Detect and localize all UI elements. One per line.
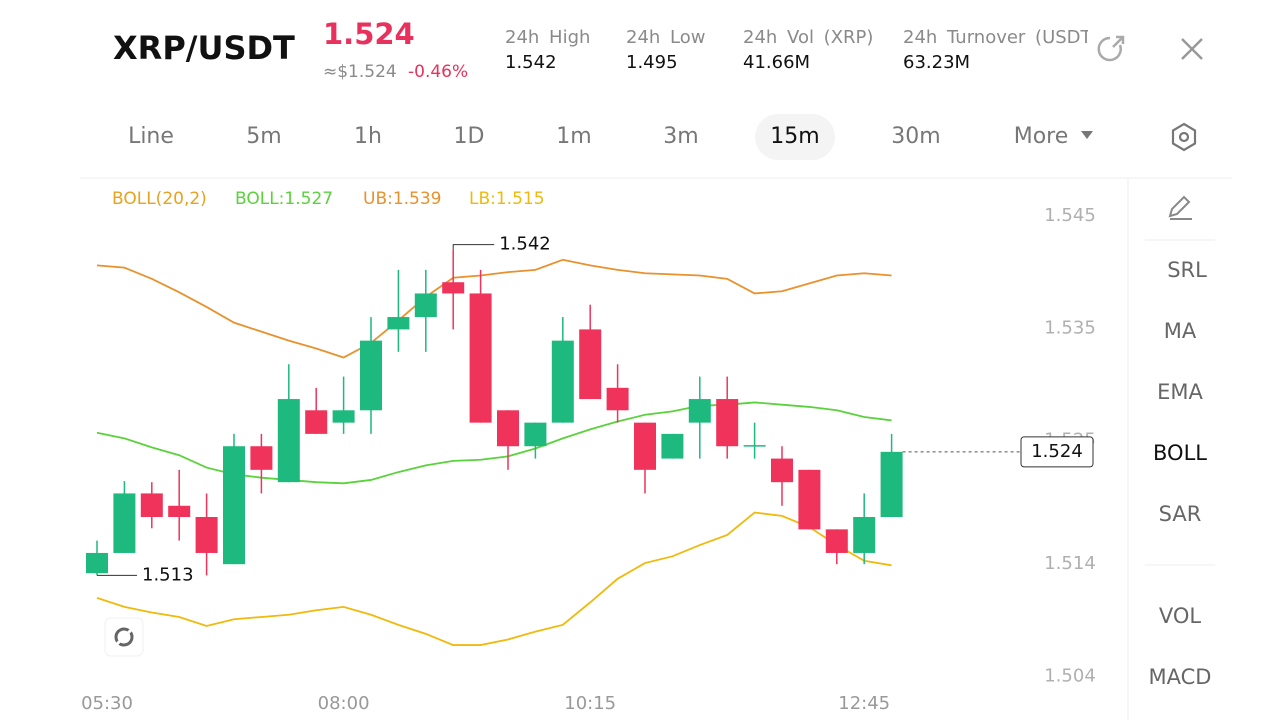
stats: 24h High 1.542 24h Low 1.495 24h Vol (XRP) 41…: [505, 27, 1099, 73]
candle-body: [223, 446, 245, 565]
candle-body: [387, 317, 410, 330]
candle-body: [113, 493, 136, 553]
y-tick-label: 1.504: [1044, 666, 1096, 687]
stat-value: 1.542: [505, 52, 557, 73]
candle-body: [606, 387, 629, 411]
indicator[interactable]: SRL: [1167, 258, 1207, 282]
candle-body: [442, 282, 465, 294]
candle-body: [743, 445, 766, 447]
candle-body: [195, 517, 218, 553]
x-tick-label: 08:00: [318, 693, 370, 714]
axes: 1.5451.5351.5251.5141.50405:3008:0010:15…: [81, 205, 1096, 714]
stat-label: 24h High: [505, 27, 590, 48]
tab[interactable]: 3m: [663, 124, 698, 149]
active-tab-bg: [755, 114, 835, 160]
candle-body: [140, 493, 163, 518]
candle-body: [168, 505, 191, 518]
indicator[interactable]: MA: [1164, 319, 1197, 343]
symbol: XRP/USDT: [113, 29, 295, 67]
price-tag-label: 1.524: [1031, 441, 1083, 462]
min-label: 1.513: [142, 564, 194, 585]
tab[interactable]: 5m: [246, 124, 281, 149]
candle-body: [798, 469, 821, 530]
boll-line: [96, 258, 892, 359]
legend-entry: BOLL(20,2): [112, 189, 207, 209]
candle-body: [579, 329, 602, 400]
candle-body: [853, 517, 876, 553]
candle-body: [86, 552, 108, 574]
timeframe-tabs: Line 5m 1h 1D 1m 3m 15m 30m More: [128, 124, 1093, 149]
usd-price: ≈$1.524: [323, 62, 397, 82]
tab[interactable]: 1m: [556, 124, 591, 149]
indicator[interactable]: VOL: [1159, 604, 1202, 628]
legend-entry: LB:1.515: [469, 189, 545, 209]
x-tick-label: 12:45: [838, 693, 890, 714]
stat-label: 24h Low: [626, 27, 705, 48]
edit-icon[interactable]: [1168, 195, 1192, 220]
candle-body: [688, 399, 711, 423]
close-icon[interactable]: [1181, 38, 1203, 60]
tab[interactable]: Line: [128, 124, 174, 149]
candle-body: [360, 340, 382, 411]
candle-body: [716, 399, 739, 447]
tab[interactable]: 1h: [354, 124, 382, 149]
stat-label: 24h Vol (XRP): [743, 27, 873, 48]
share-icon[interactable]: [1097, 35, 1125, 62]
candle-body: [497, 410, 519, 447]
tab[interactable]: 1D: [454, 124, 485, 149]
candle-body: [414, 293, 437, 318]
indicator-list: SRL MA EMA BOLL SAR VOL MACD: [1149, 258, 1212, 689]
tab[interactable]: More: [1014, 124, 1069, 149]
candle-body: [825, 529, 848, 553]
x-tick-label: 05:30: [81, 693, 133, 714]
boll-line: [96, 511, 892, 646]
candle-body: [524, 422, 547, 447]
settings-icon[interactable]: [1171, 122, 1197, 152]
price-tag: [1020, 436, 1094, 468]
price-change: -0.46%: [408, 62, 468, 82]
stat-value: 63.23M: [903, 52, 970, 73]
candle-body: [551, 340, 574, 423]
candle-body: [661, 433, 684, 459]
candle-body: [305, 410, 328, 434]
stat-label: 24h Turnover (USDT): [903, 27, 1099, 48]
price: 1.524: [323, 17, 415, 51]
x-tick-label: 10:15: [564, 693, 616, 714]
candle-body: [277, 399, 300, 483]
tab[interactable]: 15m: [770, 124, 819, 149]
stat-value: 1.495: [626, 52, 678, 73]
max-pointer: [452, 244, 495, 250]
stat-value: 41.66M: [743, 52, 810, 73]
logo-button[interactable]: [104, 617, 144, 657]
indicator[interactable]: BOLL: [1153, 441, 1207, 465]
y-tick-label: 1.514: [1044, 553, 1096, 574]
candle-body: [469, 293, 492, 423]
legend-entry: UB:1.539: [363, 189, 442, 209]
indicator[interactable]: EMA: [1157, 380, 1203, 404]
dropdown-arrow: [1081, 131, 1093, 139]
candle-body: [332, 410, 355, 423]
indicator[interactable]: SAR: [1159, 502, 1202, 526]
tab[interactable]: 30m: [891, 124, 940, 149]
max-label: 1.542: [499, 234, 551, 255]
candle-body: [771, 458, 793, 483]
indicator[interactable]: MACD: [1149, 665, 1212, 689]
plot: [86, 244, 903, 646]
legend-entry: BOLL:1.527: [235, 189, 333, 209]
candle-body: [634, 422, 656, 470]
y-tick-label: 1.535: [1044, 317, 1096, 338]
candle-body: [250, 446, 273, 470]
candle-body: [880, 451, 903, 518]
legend: BOLL(20,2) BOLL:1.527 UB:1.539 LB:1.515: [112, 189, 545, 209]
y-tick-label: 1.545: [1044, 205, 1096, 226]
